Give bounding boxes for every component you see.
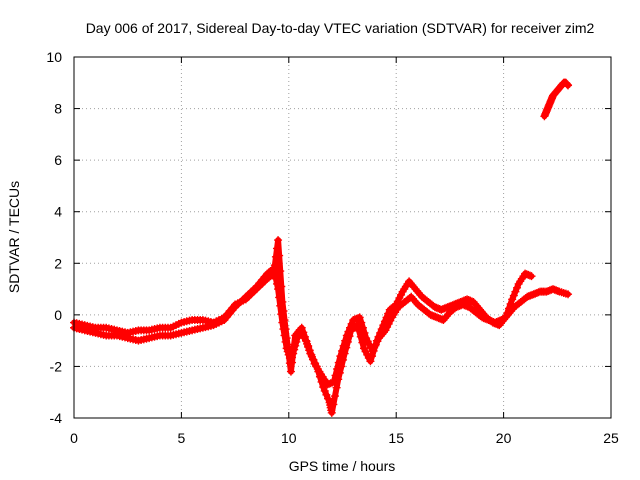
x-tick-label: 25 bbox=[603, 430, 619, 446]
data-point-marker bbox=[333, 365, 342, 374]
data-point-marker bbox=[324, 394, 333, 403]
data-point-marker bbox=[284, 350, 293, 359]
x-tick-label: 10 bbox=[281, 430, 297, 446]
data-point-marker bbox=[280, 316, 289, 325]
data-point-marker bbox=[279, 306, 288, 315]
data-point-marker bbox=[302, 337, 311, 346]
y-tick-label: -4 bbox=[50, 410, 63, 426]
x-tick-label: 20 bbox=[496, 430, 512, 446]
data-point-marker bbox=[289, 349, 298, 358]
data-point-marker bbox=[281, 325, 290, 334]
data-point-marker bbox=[330, 392, 339, 401]
data-point-marker bbox=[276, 267, 285, 276]
data-point-marker bbox=[319, 383, 328, 392]
data-point-marker bbox=[564, 290, 573, 299]
data-point-marker bbox=[342, 331, 351, 340]
x-axis-label: GPS time / hours bbox=[289, 458, 396, 474]
data-point-marker bbox=[564, 81, 573, 90]
data-point-marker bbox=[336, 352, 345, 361]
y-tick-label: -2 bbox=[50, 358, 63, 374]
y-tick-label: 10 bbox=[46, 49, 62, 65]
data-point-marker bbox=[527, 272, 536, 281]
data-point-marker bbox=[357, 318, 366, 327]
plot-frame bbox=[73, 56, 612, 419]
data-point-marker bbox=[275, 251, 284, 260]
data-point-marker bbox=[297, 323, 306, 332]
data-point-marker bbox=[358, 323, 367, 332]
data-point-marker bbox=[346, 323, 355, 332]
data-point-marker bbox=[274, 236, 283, 245]
data-point-marker bbox=[344, 327, 353, 336]
data-point-marker bbox=[347, 319, 356, 328]
data-point-marker bbox=[304, 341, 313, 350]
data-point-marker bbox=[286, 367, 295, 376]
data-point-marker bbox=[288, 358, 297, 367]
data-point-marker bbox=[355, 313, 364, 322]
data-point-marker bbox=[366, 357, 375, 366]
data-point-marker bbox=[268, 270, 277, 279]
data-point-marker bbox=[379, 328, 388, 337]
data-point-marker bbox=[272, 244, 281, 253]
data-point-marker bbox=[282, 334, 291, 343]
data-series-layer bbox=[70, 78, 573, 417]
data-point-marker bbox=[300, 332, 309, 341]
axis-ticks: 0 5 10 15 20 25 -4 -2 0 2 4 6 8 10 bbox=[46, 49, 619, 446]
x-tick-label: 15 bbox=[388, 430, 404, 446]
x-tick-label: 0 bbox=[70, 430, 78, 446]
data-point-marker bbox=[513, 283, 522, 292]
data-point-marker bbox=[269, 269, 278, 278]
y-tick-label: 6 bbox=[54, 152, 62, 168]
data-point-marker bbox=[337, 346, 346, 355]
data-point-marker bbox=[511, 287, 520, 296]
data-point-marker bbox=[299, 328, 308, 337]
data-point-marker bbox=[277, 282, 286, 291]
data-point-marker bbox=[322, 390, 331, 399]
series-group bbox=[540, 78, 573, 121]
data-point-marker bbox=[331, 371, 340, 380]
data-point-marker bbox=[334, 358, 343, 367]
data-point-marker bbox=[360, 328, 369, 337]
data-point-marker bbox=[305, 346, 314, 355]
data-point-marker bbox=[332, 383, 341, 392]
y-axis-label: SDTVAR / TECUs bbox=[6, 181, 22, 293]
data-point-marker bbox=[290, 340, 299, 349]
data-point-marker bbox=[270, 261, 279, 270]
y-tick-label: 2 bbox=[54, 255, 62, 271]
series-group bbox=[70, 236, 573, 389]
data-point-marker bbox=[341, 336, 350, 345]
data-point-marker bbox=[329, 400, 338, 409]
data-point-marker bbox=[509, 291, 518, 300]
series-line bbox=[71, 237, 571, 388]
chart-title: Day 006 of 2017, Sidereal Day-to-day VTE… bbox=[86, 20, 595, 36]
data-point-marker bbox=[308, 355, 317, 364]
data-point-marker bbox=[508, 295, 517, 304]
y-tick-label: 0 bbox=[54, 307, 62, 323]
data-point-marker bbox=[329, 377, 338, 386]
x-tick-label: 5 bbox=[178, 430, 186, 446]
data-point-marker bbox=[320, 386, 329, 395]
y-tick-label: 8 bbox=[54, 101, 62, 117]
data-point-marker bbox=[339, 341, 348, 350]
y-tick-label: 4 bbox=[54, 204, 62, 220]
data-point-marker bbox=[327, 408, 336, 417]
data-point-marker bbox=[283, 342, 292, 351]
data-point-marker bbox=[307, 350, 316, 359]
data-point-marker bbox=[278, 297, 287, 306]
